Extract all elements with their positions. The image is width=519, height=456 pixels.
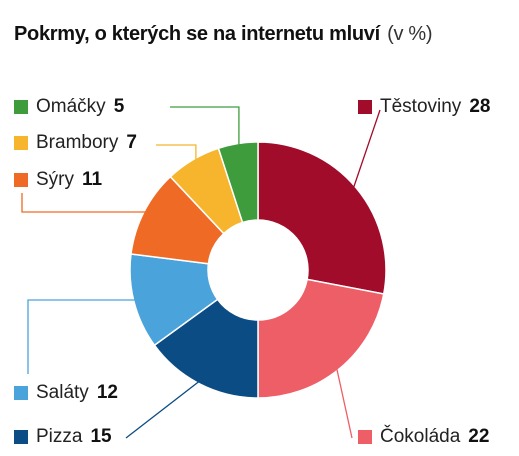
slice-value: 11 — [82, 169, 103, 190]
chart-title: Pokrmy, o kterých se na internetu mluví … — [14, 23, 433, 46]
leader-line-3 — [27, 299, 141, 374]
legend-swatch — [14, 136, 28, 150]
chart-title-text: Pokrmy, o kterých se na internetu mluví — [14, 23, 380, 45]
leader-line-4 — [21, 193, 150, 215]
slice-name: Čokoláda — [380, 426, 461, 447]
slice-label-0: Těstoviny 28 — [358, 96, 490, 118]
slice-6 — [217, 141, 259, 224]
slice-2 — [153, 298, 259, 399]
leader-line-5 — [156, 144, 197, 165]
slice-1 — [257, 278, 385, 399]
slice-value: 7 — [126, 132, 137, 153]
slice-name: Omáčky — [36, 96, 106, 117]
slice-value: 5 — [113, 96, 125, 117]
slice-name: Sýry — [36, 169, 74, 190]
legend-swatch — [358, 430, 372, 444]
slice-label-2: Pizza 15 — [14, 426, 112, 448]
slice-name: Brambory — [36, 132, 119, 153]
slice-value: 28 — [469, 96, 491, 117]
legend-swatch — [14, 100, 28, 114]
leader-line-1 — [335, 363, 353, 439]
slice-0 — [257, 141, 387, 295]
leader-line-6 — [170, 106, 240, 150]
slice-name: Pizza — [36, 426, 83, 447]
legend-swatch — [14, 430, 28, 444]
slice-value: 15 — [90, 426, 112, 447]
leader-line-0 — [351, 109, 381, 193]
slice-label-5: Brambory 7 — [14, 132, 137, 154]
slice-value: 22 — [468, 426, 490, 447]
legend-swatch — [358, 100, 372, 114]
legend-swatch — [14, 386, 28, 400]
slice-label-4: Sýry 11 — [14, 169, 102, 191]
slice-name: Těstoviny — [380, 96, 462, 117]
slice-label-6: Omáčky 5 — [14, 96, 124, 118]
slice-label-1: Čokoláda 22 — [358, 426, 489, 448]
legend-swatch — [14, 173, 28, 187]
leader-line-2 — [125, 378, 204, 439]
slice-label-3: Saláty 12 — [14, 382, 118, 404]
slice-value: 12 — [96, 382, 118, 403]
slice-name: Saláty — [36, 382, 89, 403]
chart-unit: (v %) — [387, 23, 433, 45]
